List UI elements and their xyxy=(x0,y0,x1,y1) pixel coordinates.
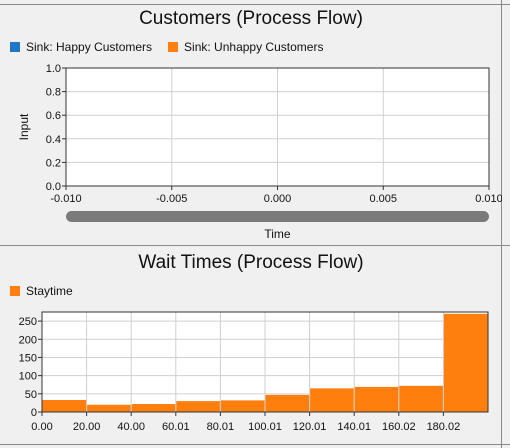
customers-chart-title: Customers (Process Flow) xyxy=(139,8,363,29)
customers-y-tick-label: 0.6 xyxy=(46,110,61,122)
wait-times-y-tick-label: 200 xyxy=(19,334,37,346)
legend-swatch-happy xyxy=(10,42,20,52)
legend-label-happy: Sink: Happy Customers xyxy=(26,40,153,54)
staytime-bar xyxy=(310,388,354,412)
customers-y-axis-label: Input xyxy=(17,113,31,140)
customers-y-tick-label: 1.0 xyxy=(46,63,61,75)
legend-swatch-staytime xyxy=(10,286,20,296)
wait-times-plot-border xyxy=(41,311,489,413)
wait-times-y-tick-label: 100 xyxy=(19,371,37,383)
right-border xyxy=(501,0,502,448)
legend-label-unhappy: Sink: Unhappy Customers xyxy=(184,40,324,54)
customers-x-tick-label: 0.010 xyxy=(475,193,502,205)
customers-x-tick-label: 0.000 xyxy=(264,193,292,205)
legend-item-staytime[interactable]: Staytime xyxy=(10,284,73,298)
legend-item-happy[interactable]: Sink: Happy Customers xyxy=(10,40,152,54)
wait-times-x-tick-label: 180.02 xyxy=(427,421,461,433)
staytime-bar xyxy=(399,385,443,412)
bottom-divider xyxy=(0,444,510,445)
wait-times-x-tick-label: 0.00 xyxy=(31,421,52,433)
middle-divider xyxy=(0,245,510,246)
wait-times-x-tick-label: 100.01 xyxy=(248,421,282,433)
wait-times-y-tick-label: 150 xyxy=(19,352,37,364)
customers-x-tick-label: -0.005 xyxy=(156,193,187,205)
wait-times-x-tick-label: 80.01 xyxy=(207,421,235,433)
staytime-bar xyxy=(443,313,488,412)
customers-line-chart: 0.0 0.2 0.4 0.6 0.8 1.0 -0.010 -0.005 0.000 0.005… xyxy=(17,63,502,241)
wait-times-bar-chart: 0 50 100 150 200 250 0.00 20.00 40.00 60.01 80.01 1… xyxy=(19,311,489,433)
customers-x-tick-label: -0.010 xyxy=(50,193,81,205)
staytime-bar xyxy=(42,400,87,412)
legend-item-unhappy[interactable]: Sink: Unhappy Customers xyxy=(168,40,323,54)
wait-times-x-tick-label: 40.00 xyxy=(117,421,145,433)
legend-swatch-unhappy xyxy=(168,42,179,52)
wait-times-x-tick-label: 140.01 xyxy=(337,421,371,433)
staytime-bar xyxy=(265,394,310,412)
wait-times-chart-title: Wait Times (Process Flow) xyxy=(138,252,364,273)
wait-times-x-tick-label: 160.02 xyxy=(382,421,416,433)
staytime-bar xyxy=(176,401,220,412)
customers-y-tick-label: 0.2 xyxy=(46,157,61,169)
customers-y-tick-label: 0.4 xyxy=(46,134,61,146)
customers-y-tick-label: 0.0 xyxy=(46,181,61,193)
wait-times-x-tick-label: 60.01 xyxy=(162,421,190,433)
wait-times-x-tick-label: 20.00 xyxy=(73,421,101,433)
customers-x-axis-label: Time xyxy=(264,227,291,241)
staytime-bar xyxy=(131,404,176,412)
staytime-bar xyxy=(220,400,265,412)
legend-label-staytime: Staytime xyxy=(26,284,73,298)
customers-y-tick-label: 0.8 xyxy=(46,87,61,99)
wait-times-x-tick-label: 120.01 xyxy=(293,421,327,433)
wait-times-y-tick-label: 250 xyxy=(19,316,37,328)
customers-plot-border xyxy=(65,67,490,187)
wait-times-y-tick-label: 50 xyxy=(25,389,37,401)
wait-times-y-tick-label: 0 xyxy=(31,407,37,419)
top-divider xyxy=(0,4,510,5)
customers-x-tick-label: 0.005 xyxy=(369,193,397,205)
customers-legend: Sink: Happy Customers Sink: Unhappy Cust… xyxy=(10,40,339,54)
wait-times-legend: Staytime xyxy=(10,284,89,298)
staytime-bar xyxy=(87,404,131,412)
time-scrollbar[interactable] xyxy=(66,211,489,222)
staytime-bar xyxy=(354,386,399,412)
